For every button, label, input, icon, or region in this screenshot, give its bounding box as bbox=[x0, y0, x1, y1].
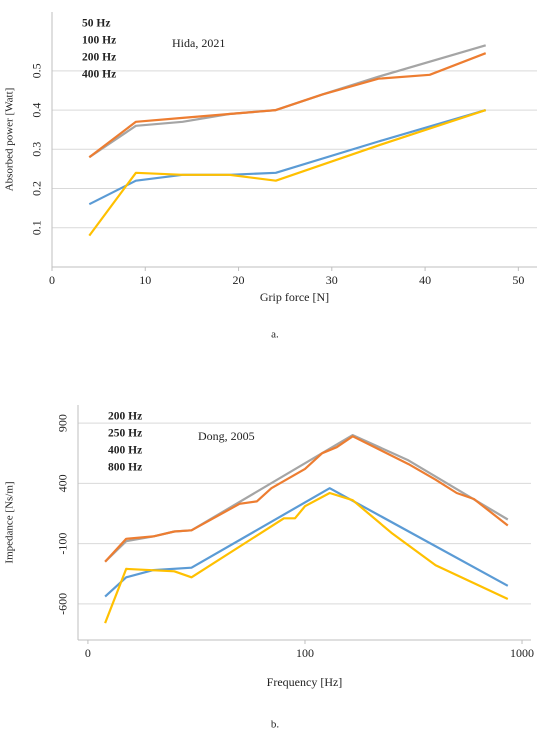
data-line bbox=[104, 435, 509, 563]
legend-entry: 250 Hz bbox=[108, 428, 142, 440]
x-tick-label: 0 bbox=[85, 646, 91, 660]
data-line bbox=[104, 434, 509, 563]
data-line bbox=[88, 52, 487, 159]
x-tick-label: 30 bbox=[326, 273, 338, 287]
y-axis-label: Impedance [Ns/m] bbox=[4, 481, 16, 563]
y-tick-label: 0.2 bbox=[30, 181, 44, 196]
x-tick-label: 100 bbox=[296, 646, 314, 660]
x-tick-label: 40 bbox=[419, 273, 431, 287]
data-line bbox=[104, 491, 509, 624]
y-tick-label: 400 bbox=[56, 474, 70, 492]
y-axis-label: Absorbed power [Watt] bbox=[4, 88, 16, 192]
x-tick-label: 10 bbox=[139, 273, 151, 287]
x-tick-label: 20 bbox=[233, 273, 245, 287]
x-axis-label: Frequency [Hz] bbox=[267, 675, 343, 689]
y-tick-label: -100 bbox=[56, 533, 70, 555]
caption: a. bbox=[271, 329, 279, 341]
legend-entry: 400 Hz bbox=[82, 69, 116, 81]
annotation: Dong, 2005 bbox=[198, 429, 255, 443]
legend-entry: 100 Hz bbox=[82, 35, 116, 47]
x-tick-label: 50 bbox=[512, 273, 524, 287]
caption: b. bbox=[271, 719, 280, 731]
y-tick-label: -600 bbox=[56, 593, 70, 615]
y-tick-label: 0.3 bbox=[30, 142, 44, 157]
legend-entry: 50 Hz bbox=[82, 18, 110, 30]
y-tick-label: 0.5 bbox=[30, 63, 44, 78]
legend-entry: 200 Hz bbox=[108, 411, 142, 423]
y-tick-label: 0.4 bbox=[30, 103, 44, 118]
y-tick-label: 900 bbox=[56, 414, 70, 432]
data-line bbox=[88, 44, 487, 159]
data-line bbox=[88, 109, 487, 237]
x-axis-label: Grip force [N] bbox=[260, 290, 329, 304]
legend-entry: 800 Hz bbox=[108, 462, 142, 474]
x-tick-label: 0 bbox=[49, 273, 55, 287]
legend-entry: 200 Hz bbox=[82, 52, 116, 64]
legend-entry: 400 Hz bbox=[108, 445, 142, 457]
annotation: Hida, 2021 bbox=[172, 36, 225, 50]
x-tick-label: 1000 bbox=[510, 646, 534, 660]
y-tick-label: 0.1 bbox=[30, 220, 44, 235]
